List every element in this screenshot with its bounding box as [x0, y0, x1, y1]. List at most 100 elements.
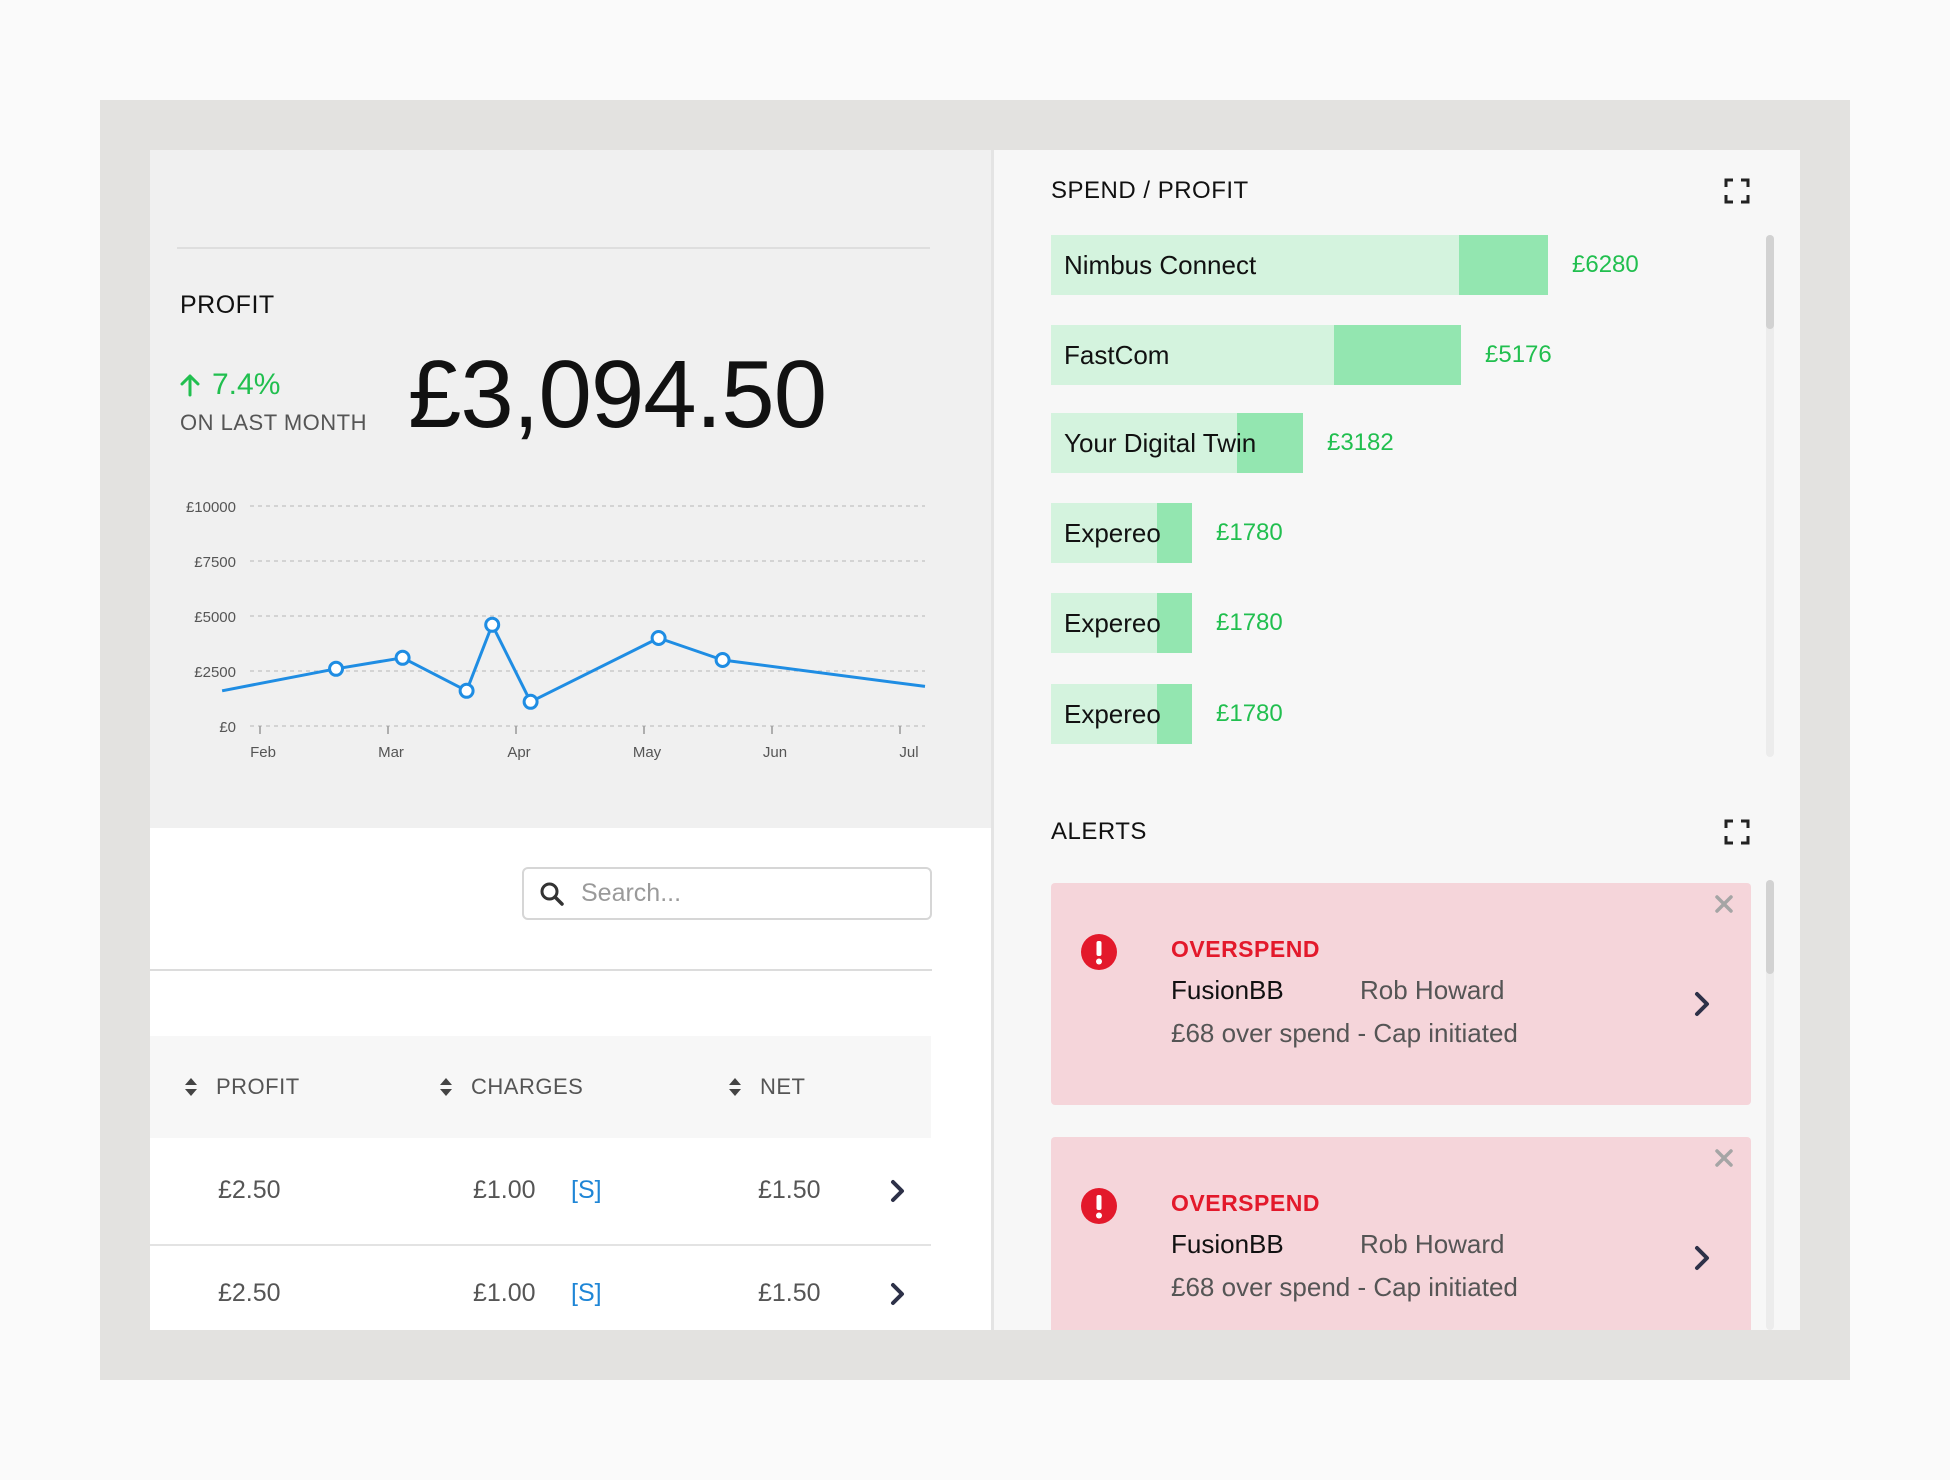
data-point [458, 682, 475, 699]
profit-bar [1157, 503, 1192, 563]
data-point [522, 693, 539, 710]
sort-icon [185, 1078, 197, 1096]
y-tick-label: £5000 [194, 609, 236, 626]
transactions-panel: PROFIT CHARGES NET £2.50 £1.00 [S] £1.50… [150, 828, 991, 1330]
spend-bar-label: Expereo [1064, 698, 1161, 729]
x-tick-label: Mar [378, 744, 404, 761]
cell-profit: £2.50 [218, 1176, 281, 1204]
profit-bar [1459, 235, 1548, 295]
y-tick-label: £0 [219, 719, 236, 736]
spend-bar-value: £1780 [1216, 609, 1283, 636]
alert-type: OVERSPEND [1171, 936, 1320, 962]
cell-net: £1.50 [758, 1176, 821, 1204]
alert-description: £68 over spend - Cap initiated [1171, 1272, 1518, 1302]
column-header-profit[interactable]: PROFIT [184, 1036, 300, 1138]
spend-bar-label: Nimbus Connect [1064, 249, 1257, 280]
close-icon[interactable] [1713, 1147, 1735, 1169]
alert-icon [1081, 934, 1117, 970]
spend-bar-row[interactable]: Expereo £1780 [1051, 503, 1312, 563]
profit-change-value: 7.4% [212, 368, 281, 401]
series-line [221, 623, 926, 704]
spend-bar-label: Expereo [1064, 607, 1161, 638]
table-row[interactable]: £2.50 £1.00 [S] £1.50 [150, 1246, 931, 1330]
alert-card[interactable]: OVERSPEND FusionBB Rob Howard £68 over s… [1051, 883, 1751, 1105]
chevron-right-icon[interactable] [1693, 991, 1711, 1017]
alert-company: FusionBB [1171, 975, 1284, 1005]
alert-person: Rob Howard [1360, 1229, 1505, 1259]
alert-card[interactable]: OVERSPEND FusionBB Rob Howard £68 over s… [1051, 1137, 1751, 1330]
right-panel: SPEND / PROFIT Nimbus Connect £6280 FastCo… [994, 150, 1800, 1330]
spend-profit-title: SPEND / PROFIT [1051, 177, 1249, 204]
alert-icon [1081, 1188, 1117, 1224]
y-tick-label: £10000 [186, 499, 236, 516]
column-label: NET [760, 1074, 806, 1099]
spend-scrollbar-thumb[interactable] [1766, 235, 1774, 329]
profit-panel: PROFIT 7.4% ON LAST MONTH £3,094.50 £0 £2… [150, 150, 991, 828]
cell-charges: £1.00 [473, 1176, 536, 1204]
x-tick-label: Jun [763, 744, 787, 761]
alert-company: FusionBB [1171, 1229, 1284, 1259]
profit-bar [1157, 684, 1192, 744]
spend-bar-row[interactable]: Your Digital Twin £3182 [1051, 413, 1423, 473]
spend-bar-label: Your Digital Twin [1064, 427, 1257, 458]
spend-bar-label: Expereo [1064, 517, 1161, 548]
close-icon[interactable] [1713, 893, 1735, 915]
cell-net: £1.50 [758, 1279, 821, 1307]
y-tick-label: £2500 [194, 664, 236, 681]
data-point [650, 630, 667, 646]
y-tick-label: £7500 [194, 554, 236, 571]
cell-flag-link[interactable]: [S] [571, 1279, 602, 1307]
search-input[interactable] [579, 878, 883, 909]
x-tick-label: Feb [250, 744, 276, 761]
profit-line-chart: £0 £2500 £5000 £7500 £10000 Feb Mar Apr May Jun Ju… [186, 499, 926, 761]
column-label: PROFIT [216, 1074, 300, 1099]
spend-bar-row[interactable]: Expereo £1780 [1051, 593, 1312, 653]
spend-scrollbar[interactable] [1766, 235, 1774, 757]
alerts-title: ALERTS [1051, 818, 1147, 845]
alerts-scrollbar-thumb[interactable] [1766, 880, 1774, 974]
spend-bar-row[interactable]: Nimbus Connect £6280 [1051, 235, 1668, 295]
spend-bar-value: £6280 [1572, 251, 1639, 278]
dashboard-screen: PROFIT 7.4% ON LAST MONTH £3,094.50 £0 £2… [150, 150, 1800, 1330]
spend-bar-label: FastCom [1064, 339, 1170, 370]
column-header-charges[interactable]: CHARGES [439, 1036, 583, 1138]
spend-bar-value: £1780 [1216, 519, 1283, 546]
sort-icon [440, 1078, 452, 1096]
toolbar-divider [150, 969, 932, 971]
sort-icon [729, 1078, 741, 1096]
alerts-scrollbar[interactable] [1766, 880, 1774, 1330]
x-tick-label: Jul [899, 744, 918, 761]
cell-flag-link[interactable]: [S] [571, 1176, 602, 1204]
column-header-net[interactable]: NET [728, 1036, 806, 1138]
search-box[interactable] [522, 867, 932, 920]
profit-bar [1157, 593, 1192, 653]
profit-change-caption: ON LAST MONTH [180, 410, 368, 435]
search-icon [540, 882, 564, 906]
row-divider [150, 1244, 931, 1246]
chevron-right-icon[interactable] [890, 1138, 906, 1243]
alert-description: £68 over spend - Cap initiated [1171, 1018, 1518, 1048]
spend-bar-row[interactable]: Expereo £1780 [1051, 684, 1312, 744]
spend-bar-value: £1780 [1216, 700, 1283, 727]
column-label: CHARGES [471, 1074, 584, 1099]
cell-charges: £1.00 [473, 1279, 536, 1307]
expand-icon[interactable] [1724, 819, 1750, 845]
spend-bar-value: £3182 [1327, 429, 1394, 456]
profit-change: 7.4% [178, 368, 280, 402]
expand-icon[interactable] [1724, 178, 1750, 204]
data-point [714, 652, 731, 668]
x-tick-label: Apr [507, 744, 530, 761]
alert-type: OVERSPEND [1171, 1190, 1320, 1216]
table-header: PROFIT CHARGES NET [150, 1036, 931, 1138]
column-divider [991, 150, 994, 1330]
profit-amount: £3,094.50 [408, 341, 827, 448]
spend-bar-value: £5176 [1485, 341, 1552, 368]
spend-bar-row[interactable]: FastCom £5176 [1051, 325, 1581, 385]
profit-bar [1334, 325, 1461, 385]
chevron-right-icon[interactable] [1693, 1245, 1711, 1271]
data-point [394, 649, 411, 666]
table-row[interactable]: £2.50 £1.00 [S] £1.50 [150, 1138, 931, 1243]
chevron-right-icon[interactable] [890, 1241, 906, 1330]
profit-title: PROFIT [180, 291, 275, 319]
panel-divider [177, 247, 930, 249]
